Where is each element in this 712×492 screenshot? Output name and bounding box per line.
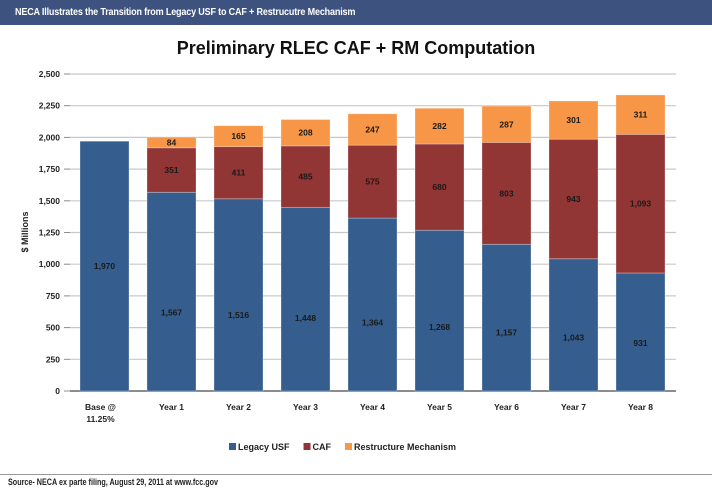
header-bar: NECA Illustrates the Transition from Leg… xyxy=(0,0,712,25)
data-label: 680 xyxy=(432,182,446,192)
data-label: 208 xyxy=(298,128,312,138)
bars xyxy=(79,94,666,392)
y-tick-label: 0 xyxy=(55,386,60,396)
data-label: 301 xyxy=(566,115,580,125)
legend-label: CAF xyxy=(313,442,332,452)
y-tick-label: 2,250 xyxy=(39,101,61,111)
data-label: 803 xyxy=(499,188,513,198)
x-tick-label: Year 6 xyxy=(494,402,519,412)
bar-legacy-usf xyxy=(481,243,532,392)
data-label: 311 xyxy=(634,110,648,120)
data-label: 1,043 xyxy=(563,333,585,343)
bar-restructure-mechanism xyxy=(548,100,599,140)
source-note: Source- NECA ex parte filing, August 29,… xyxy=(8,477,219,487)
bar-restructure-mechanism xyxy=(414,107,465,145)
data-label: 1,567 xyxy=(161,307,183,317)
y-tick-label: 1,000 xyxy=(39,259,61,269)
data-label: 351 xyxy=(164,165,178,175)
bar-caf xyxy=(280,145,331,208)
data-label: 165 xyxy=(231,131,245,141)
bar-restructure-mechanism xyxy=(280,119,331,147)
bar-legacy-usf xyxy=(548,258,599,392)
x-tick-label: Year 8 xyxy=(628,402,653,412)
x-tick-label: Year 2 xyxy=(226,402,251,412)
y-tick-label: 2,000 xyxy=(39,132,61,142)
x-tick-label: Base @ xyxy=(85,402,116,412)
y-tick-label: 1,250 xyxy=(39,228,61,238)
data-label: 1,364 xyxy=(362,317,384,327)
data-label: 411 xyxy=(232,168,246,178)
y-tick-label: 500 xyxy=(46,323,60,333)
bar-restructure-mechanism xyxy=(146,136,197,149)
legend-swatch xyxy=(345,443,353,450)
bar-restructure-mechanism xyxy=(213,125,264,148)
data-label: 282 xyxy=(432,121,446,131)
bar-caf xyxy=(548,138,599,260)
bar-caf xyxy=(347,144,398,219)
bar-legacy-usf xyxy=(280,206,331,392)
data-label: 84 xyxy=(167,137,177,147)
bar-legacy-usf xyxy=(213,198,264,392)
y-tick-label: 1,750 xyxy=(39,164,61,174)
data-label: 1,970 xyxy=(94,261,116,271)
bar-restructure-mechanism xyxy=(347,113,398,146)
data-label: 1,157 xyxy=(496,327,518,337)
bar-caf xyxy=(146,147,197,193)
y-tick-label: 250 xyxy=(46,354,60,364)
data-label: 485 xyxy=(298,172,312,182)
bar-legacy-usf xyxy=(79,140,130,392)
x-axis-ticks: Base @ 11.25% Year 1 Year 2 Year 3 Year 4 Year… xyxy=(85,402,653,424)
bar-restructure-mechanism xyxy=(481,105,532,143)
bar-caf xyxy=(213,146,264,200)
data-label: 943 xyxy=(566,194,580,204)
data-label: 575 xyxy=(365,177,379,187)
y-tick-label: 1,500 xyxy=(39,196,61,206)
legend: Legacy USF CAF Restructure Mechanism xyxy=(229,442,456,452)
legend-swatch xyxy=(303,443,311,450)
chart-title: Preliminary RLEC CAF + RM Computation xyxy=(176,38,536,58)
data-label: 1,093 xyxy=(630,199,652,209)
footer-divider xyxy=(0,474,712,475)
y-axis-label: $ Millions xyxy=(20,211,30,252)
data-label: 247 xyxy=(365,124,379,134)
x-tick-label: 11.25% xyxy=(86,414,115,424)
y-tick-label: 2,500 xyxy=(39,69,61,79)
x-tick-label: Year 5 xyxy=(427,402,452,412)
data-label: 1,516 xyxy=(228,310,250,320)
bar-caf xyxy=(615,133,666,274)
bar-legacy-usf xyxy=(615,272,666,392)
stacked-bar-chart: 0 250 500 750 1,000 1,250 1,500 1,750 2,000 2,250… xyxy=(20,69,676,452)
bar-legacy-usf xyxy=(347,217,398,392)
data-label: 1,268 xyxy=(429,322,451,332)
y-axis-ticks: 0 250 500 750 1,000 1,250 1,500 1,750 2,000 2,250… xyxy=(39,69,70,396)
legend-swatch xyxy=(229,443,236,450)
legend-label: Legacy USF xyxy=(238,442,290,452)
y-tick-label: 750 xyxy=(46,291,60,301)
header-title: NECA Illustrates the Transition from Leg… xyxy=(15,6,356,18)
data-label: 287 xyxy=(499,119,513,129)
bar-legacy-usf xyxy=(414,229,465,392)
x-tick-label: Year 4 xyxy=(360,402,385,412)
data-labels: 1,970 1,567 351 84 1,516 411 165 1,448 485 208 1,3… xyxy=(94,110,652,349)
bar-legacy-usf xyxy=(146,191,197,392)
bar-caf xyxy=(414,143,465,231)
legend-label: Restructure Mechanism xyxy=(354,442,456,452)
x-tick-label: Year 1 xyxy=(159,402,184,412)
x-tick-label: Year 3 xyxy=(293,402,318,412)
data-label: 1,448 xyxy=(295,313,317,323)
bar-caf xyxy=(481,142,532,245)
bar-restructure-mechanism xyxy=(615,94,666,135)
data-label: 931 xyxy=(633,338,647,348)
x-tick-label: Year 7 xyxy=(561,402,586,412)
